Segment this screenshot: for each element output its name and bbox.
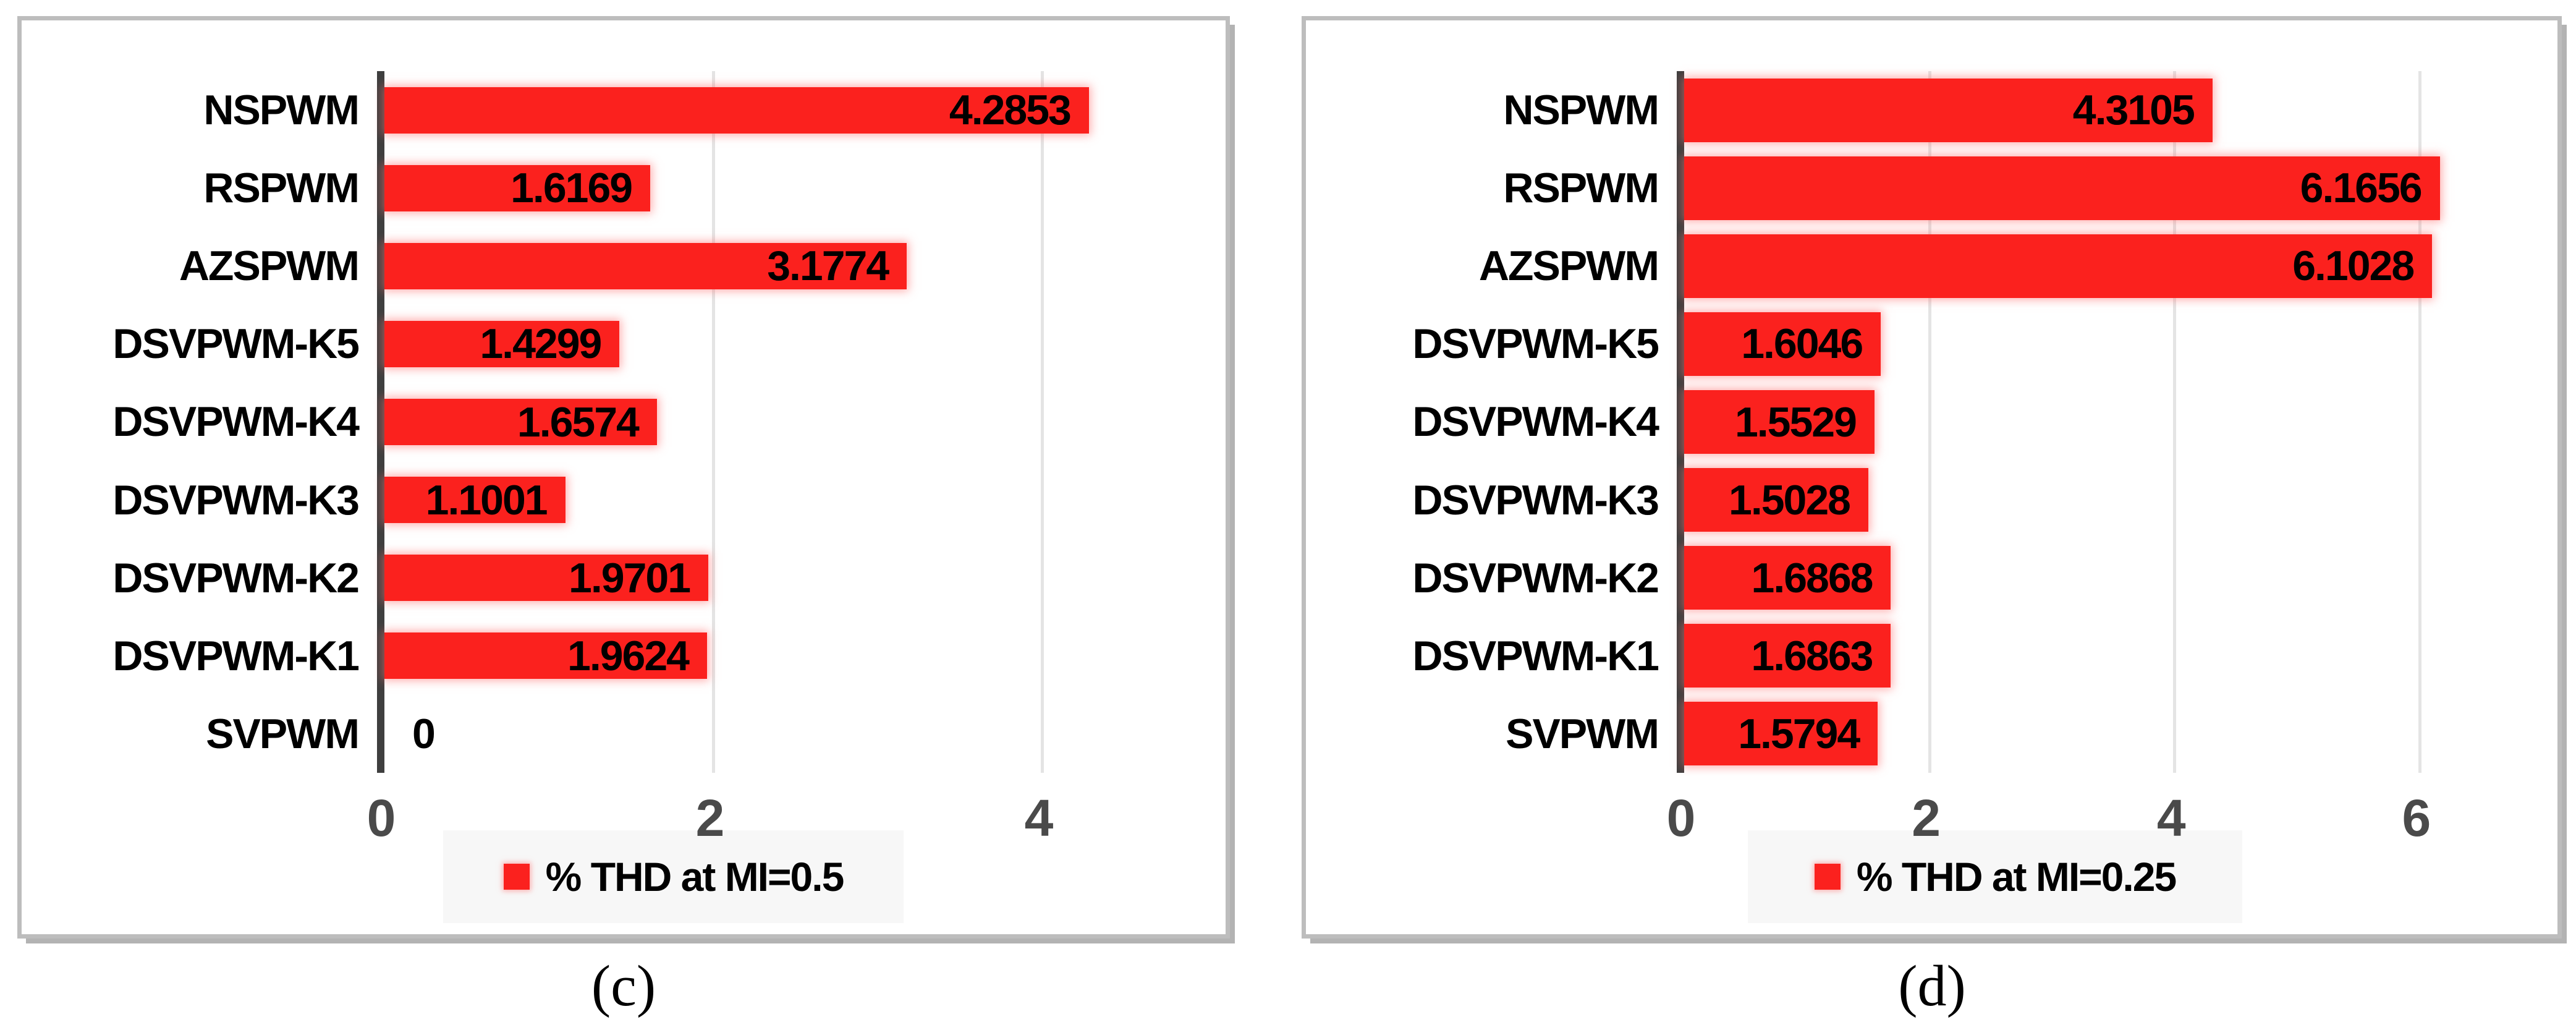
value-label: 1.6169 bbox=[511, 164, 633, 212]
value-label: 0 bbox=[412, 710, 436, 757]
category-label-nspwm: NSPWM bbox=[203, 87, 360, 134]
category-label-dsvpwm-k1: DSVPWM-K1 bbox=[1412, 632, 1659, 679]
gridline bbox=[1041, 71, 1044, 773]
category-label-rspwm: RSPWM bbox=[203, 164, 360, 212]
value-label: 4.2853 bbox=[949, 87, 1072, 134]
caption-d: (d) bbox=[1898, 954, 1966, 1018]
value-label: 6.1656 bbox=[2300, 164, 2423, 212]
bar-dsvpwm-k1: 1.6863 bbox=[1684, 624, 1891, 688]
gridline bbox=[712, 71, 715, 773]
value-label: 1.5529 bbox=[1734, 398, 1857, 446]
gridline bbox=[2173, 71, 2177, 773]
bar-azspwm: 6.1028 bbox=[1684, 234, 2433, 298]
bar-dsvpwm-k2: 1.6868 bbox=[1684, 546, 1891, 610]
x-tick-label: 2 bbox=[695, 789, 725, 847]
value-label: 1.6046 bbox=[1741, 320, 1863, 368]
bar-nspwm: 4.2853 bbox=[384, 87, 1089, 134]
gridline bbox=[2418, 71, 2421, 773]
value-label: 1.9701 bbox=[569, 554, 691, 602]
bar-dsvpwm-k5: 1.4299 bbox=[384, 320, 620, 368]
value-label: 1.5028 bbox=[1729, 476, 1851, 524]
category-label-nspwm: NSPWM bbox=[1503, 87, 1659, 134]
category-label-azspwm: AZSPWM bbox=[1478, 242, 1659, 290]
legend-swatch-icon bbox=[503, 864, 530, 890]
legend-swatch-icon bbox=[1814, 864, 1841, 890]
x-tick-label: 6 bbox=[2402, 789, 2431, 847]
category-label-dsvpwm-k2: DSVPWM-K2 bbox=[112, 554, 360, 602]
legend-label: % THD at MI=0.5 bbox=[545, 854, 845, 900]
category-label-dsvpwm-k3: DSVPWM-K3 bbox=[1412, 476, 1659, 524]
caption-c: (c) bbox=[591, 954, 656, 1018]
value-label: 1.6574 bbox=[517, 398, 640, 446]
category-label-svpwm: SVPWM bbox=[1506, 710, 1659, 757]
value-label: 6.1028 bbox=[2292, 242, 2415, 290]
category-label-dsvpwm-k4: DSVPWM-K4 bbox=[1412, 398, 1659, 446]
chart-panel-d: % THD at MI=0.25 NSPWM 4.3105 RSPWM 6.1656 A… bbox=[1302, 16, 2562, 939]
value-label: 1.6863 bbox=[1751, 632, 1873, 679]
bar-azspwm: 3.1774 bbox=[384, 242, 907, 290]
bar-dsvpwm-k3: 1.1001 bbox=[384, 476, 566, 524]
bar-dsvpwm-k1: 1.9624 bbox=[384, 632, 707, 679]
legend: % THD at MI=0.25 bbox=[1748, 830, 2242, 923]
category-label-dsvpwm-k4: DSVPWM-K4 bbox=[112, 398, 360, 446]
bar-dsvpwm-k5: 1.6046 bbox=[1684, 312, 1881, 376]
category-label-dsvpwm-k1: DSVPWM-K1 bbox=[112, 632, 360, 679]
category-label-rspwm: RSPWM bbox=[1503, 164, 1659, 212]
bar-dsvpwm-k2: 1.9701 bbox=[384, 554, 709, 602]
bar-rspwm: 1.6169 bbox=[384, 164, 651, 212]
bar-dsvpwm-k3: 1.5028 bbox=[1684, 468, 1868, 532]
value-label: 1.9624 bbox=[567, 632, 690, 679]
value-label: 1.4299 bbox=[480, 320, 602, 368]
y-axis-line bbox=[1677, 71, 1684, 773]
bar-rspwm: 6.1656 bbox=[1684, 156, 2440, 220]
legend-label: % THD at MI=0.25 bbox=[1856, 854, 2177, 900]
x-tick-label: 0 bbox=[366, 789, 396, 847]
legend: % THD at MI=0.5 bbox=[443, 830, 904, 923]
x-tick-label: 0 bbox=[1666, 789, 1696, 847]
value-label: 1.6868 bbox=[1751, 554, 1874, 602]
category-label-dsvpwm-k5: DSVPWM-K5 bbox=[1412, 320, 1659, 368]
y-axis-line bbox=[377, 71, 384, 773]
category-label-dsvpwm-k3: DSVPWM-K3 bbox=[112, 476, 360, 524]
bar-nspwm: 4.3105 bbox=[1684, 78, 2213, 142]
x-tick-label: 4 bbox=[2156, 789, 2186, 847]
value-label: 1.1001 bbox=[425, 476, 548, 524]
bar-dsvpwm-k4: 1.6574 bbox=[384, 398, 657, 446]
x-tick-label: 4 bbox=[1024, 789, 1054, 847]
category-label-azspwm: AZSPWM bbox=[179, 242, 360, 290]
x-tick-label: 2 bbox=[1912, 789, 1941, 847]
category-label-dsvpwm-k2: DSVPWM-K2 bbox=[1412, 554, 1659, 602]
value-label: 1.5794 bbox=[1738, 710, 1860, 757]
bar-svpwm: 1.5794 bbox=[1684, 702, 1878, 766]
gridline bbox=[1928, 71, 1931, 773]
bar-dsvpwm-k4: 1.5529 bbox=[1684, 390, 1875, 454]
category-label-svpwm: SVPWM bbox=[206, 710, 360, 757]
chart-panel-c: % THD at MI=0.5 NSPWM 4.2853 RSPWM 1.6169 AZ… bbox=[17, 16, 1230, 939]
value-label: 3.1774 bbox=[767, 242, 889, 290]
category-label-dsvpwm-k5: DSVPWM-K5 bbox=[112, 320, 360, 368]
value-label: 4.3105 bbox=[2072, 87, 2195, 134]
